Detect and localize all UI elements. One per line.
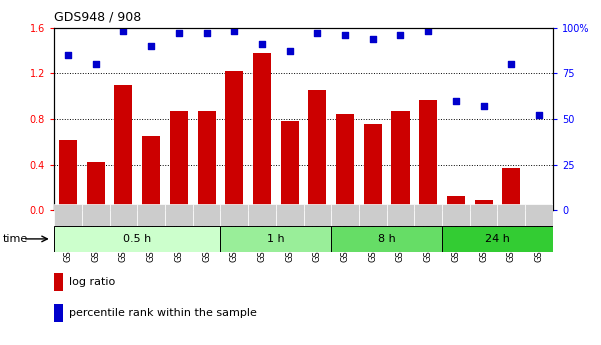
Bar — [470, 204, 498, 226]
Bar — [54, 226, 221, 252]
Text: 24 h: 24 h — [485, 234, 510, 244]
Bar — [475, 200, 493, 210]
Point — [507, 61, 516, 67]
Bar — [165, 204, 193, 226]
Point — [423, 29, 433, 34]
Point — [534, 112, 544, 118]
Bar — [137, 204, 165, 226]
Point — [202, 30, 212, 36]
Bar — [359, 204, 386, 226]
Point — [451, 98, 461, 104]
Bar — [114, 85, 132, 210]
Point — [146, 43, 156, 49]
Bar — [414, 204, 442, 226]
Bar — [193, 204, 221, 226]
Bar — [442, 204, 470, 226]
Bar — [82, 204, 109, 226]
Point — [174, 30, 184, 36]
Bar — [54, 204, 82, 226]
Bar — [336, 115, 354, 210]
Bar — [142, 136, 160, 210]
Bar — [331, 226, 442, 252]
Point — [230, 29, 239, 34]
Bar — [391, 111, 409, 210]
Bar — [225, 71, 243, 210]
Bar — [198, 111, 216, 210]
Bar — [276, 204, 304, 226]
Bar — [87, 162, 105, 210]
Point — [479, 104, 489, 109]
Bar — [54, 305, 63, 322]
Point — [368, 36, 377, 41]
Point — [285, 49, 294, 54]
Bar — [281, 121, 299, 210]
Bar — [54, 274, 63, 291]
Bar — [109, 204, 137, 226]
Bar — [364, 124, 382, 210]
Bar — [442, 226, 553, 252]
Point — [91, 61, 100, 67]
Bar — [253, 53, 271, 210]
Point — [118, 29, 128, 34]
Bar — [447, 196, 465, 210]
Bar — [221, 226, 331, 252]
Text: time: time — [3, 234, 28, 244]
Point — [63, 52, 73, 58]
Bar — [304, 204, 331, 226]
Bar — [248, 204, 276, 226]
Point — [395, 32, 405, 38]
Bar — [308, 90, 326, 210]
Point — [257, 41, 267, 47]
Bar — [530, 208, 548, 210]
Bar — [59, 140, 77, 210]
Text: 1 h: 1 h — [267, 234, 285, 244]
Point — [340, 32, 350, 38]
Bar — [498, 204, 525, 226]
Bar — [170, 111, 188, 210]
Bar — [502, 168, 520, 210]
Text: percentile rank within the sample: percentile rank within the sample — [69, 308, 257, 318]
Text: 0.5 h: 0.5 h — [123, 234, 151, 244]
Point — [313, 30, 322, 36]
Bar — [331, 204, 359, 226]
Text: 8 h: 8 h — [378, 234, 395, 244]
Bar — [525, 204, 553, 226]
Bar — [419, 100, 437, 210]
Text: log ratio: log ratio — [69, 277, 115, 287]
Bar — [386, 204, 414, 226]
Text: GDS948 / 908: GDS948 / 908 — [54, 10, 141, 23]
Bar — [221, 204, 248, 226]
